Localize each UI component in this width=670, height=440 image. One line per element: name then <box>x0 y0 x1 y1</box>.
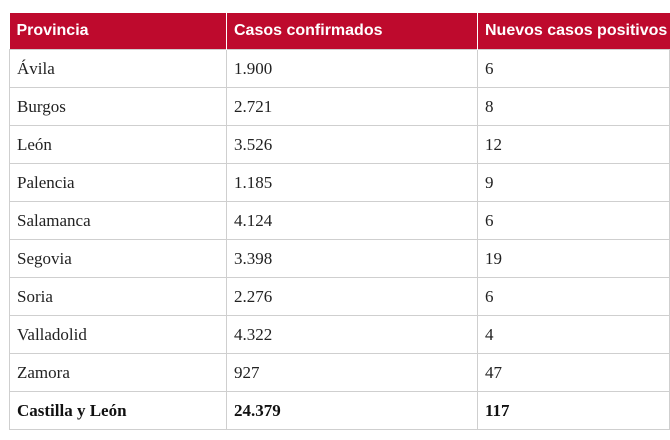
table-body: Ávila 1.900 6 Burgos 2.721 8 León 3.526 … <box>9 49 670 430</box>
cell-provincia: Soria <box>9 277 227 316</box>
cell-casos-confirmados: 4.322 <box>226 315 478 354</box>
cell-nuevos-casos: 19 <box>477 239 670 278</box>
cell-casos-confirmados: 1.185 <box>226 163 478 202</box>
cell-casos-confirmados: 1.900 <box>226 49 478 88</box>
header-row: Provincia Casos confirmados Nuevos casos… <box>9 13 670 50</box>
table-row: Palencia 1.185 9 <box>9 163 670 202</box>
cell-provincia: Burgos <box>9 87 227 126</box>
cell-provincia: Zamora <box>9 353 227 392</box>
cell-provincia: Valladolid <box>9 315 227 354</box>
cell-casos-confirmados: 3.526 <box>226 125 478 164</box>
table-row: León 3.526 12 <box>9 125 670 164</box>
table-row: Valladolid 4.322 4 <box>9 315 670 354</box>
table-row: Soria 2.276 6 <box>9 277 670 316</box>
cell-nuevos-casos: 9 <box>477 163 670 202</box>
cell-provincia: León <box>9 125 227 164</box>
table-row: Segovia 3.398 19 <box>9 239 670 278</box>
cell-casos-confirmados: 4.124 <box>226 201 478 240</box>
table-row: Burgos 2.721 8 <box>9 87 670 126</box>
table-row: Ávila 1.900 6 <box>9 49 670 88</box>
total-nuevos-casos: 117 <box>477 391 670 430</box>
cell-provincia: Salamanca <box>9 201 227 240</box>
cell-nuevos-casos: 6 <box>477 201 670 240</box>
data-table-container: Provincia Casos confirmados Nuevos casos… <box>9 13 670 430</box>
table-row: Salamanca 4.124 6 <box>9 201 670 240</box>
table-header: Provincia Casos confirmados Nuevos casos… <box>9 13 670 50</box>
cell-casos-confirmados: 2.721 <box>226 87 478 126</box>
cell-nuevos-casos: 4 <box>477 315 670 354</box>
cell-nuevos-casos: 12 <box>477 125 670 164</box>
column-header-nuevos-casos: Nuevos casos positivos <box>477 13 670 50</box>
cell-provincia: Ávila <box>9 49 227 88</box>
cell-nuevos-casos: 6 <box>477 49 670 88</box>
cell-nuevos-casos: 6 <box>477 277 670 316</box>
table-row: Zamora 927 47 <box>9 353 670 392</box>
total-row: Castilla y León 24.379 117 <box>9 391 670 430</box>
column-header-casos-confirmados: Casos confirmados <box>226 13 478 50</box>
covid-cases-table: Provincia Casos confirmados Nuevos casos… <box>9 13 670 430</box>
cell-casos-confirmados: 927 <box>226 353 478 392</box>
total-provincia: Castilla y León <box>9 391 227 430</box>
cell-casos-confirmados: 3.398 <box>226 239 478 278</box>
total-casos-confirmados: 24.379 <box>226 391 478 430</box>
cell-nuevos-casos: 8 <box>477 87 670 126</box>
cell-provincia: Palencia <box>9 163 227 202</box>
cell-casos-confirmados: 2.276 <box>226 277 478 316</box>
column-header-provincia: Provincia <box>9 13 227 50</box>
cell-nuevos-casos: 47 <box>477 353 670 392</box>
cell-provincia: Segovia <box>9 239 227 278</box>
